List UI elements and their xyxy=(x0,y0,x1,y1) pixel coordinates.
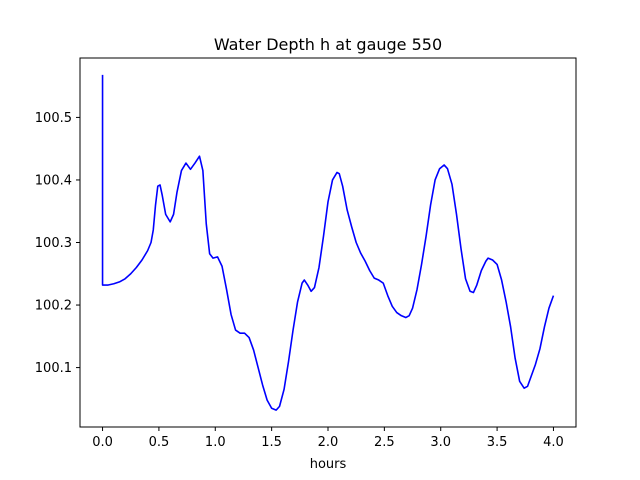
x-tick-label: 3.0 xyxy=(430,435,451,450)
y-axis: 100.1 100.2 100.3 100.4 100.5 xyxy=(35,111,80,376)
x-tick-label: 0.0 xyxy=(92,435,113,450)
y-tick-label: 100.4 xyxy=(35,173,72,188)
x-tick-label: 1.0 xyxy=(205,435,226,450)
x-tick-label: 4.0 xyxy=(543,435,564,450)
chart-title: Water Depth h at gauge 550 xyxy=(214,35,442,54)
x-axis: 0.0 0.5 1.0 1.5 2.0 2.5 3.0 3.5 4.0 xyxy=(92,427,564,450)
x-tick-label: 0.5 xyxy=(149,435,170,450)
x-tick-label: 3.5 xyxy=(487,435,508,450)
series-line xyxy=(101,74,555,411)
y-tick-label: 100.1 xyxy=(35,361,72,376)
x-tick-label: 2.5 xyxy=(374,435,395,450)
x-axis-label: hours xyxy=(310,457,347,472)
y-tick-label: 100.2 xyxy=(35,299,72,314)
y-tick-label: 100.3 xyxy=(35,236,72,251)
x-tick-label: 2.0 xyxy=(318,435,339,450)
series-layer xyxy=(101,74,555,411)
y-tick-label: 100.5 xyxy=(35,111,72,126)
plot-frame xyxy=(79,57,577,428)
x-tick-label: 1.5 xyxy=(261,435,282,450)
